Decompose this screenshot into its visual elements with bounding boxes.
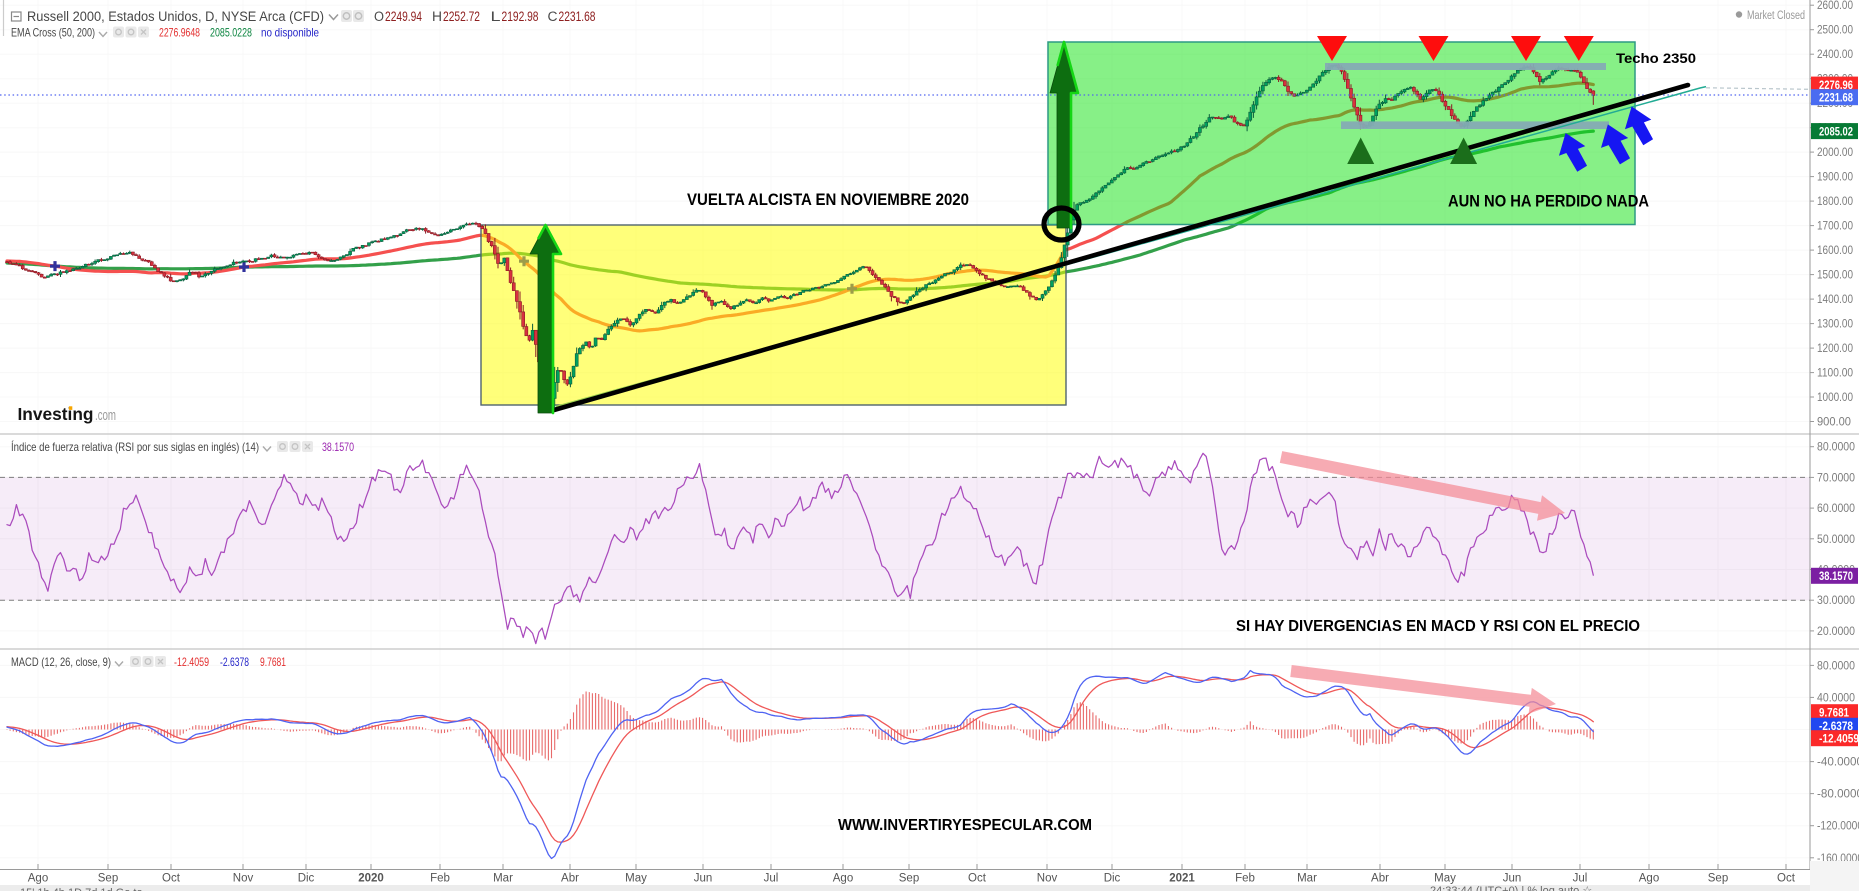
svg-text:24:33:44 (UTC+0) | % log: 24:33:44 (UTC+0) | % log auto ☆ <box>1430 885 1592 891</box>
svg-text:2249.94: 2249.94 <box>385 9 422 24</box>
svg-text:80.0000: 80.0000 <box>1817 442 1855 454</box>
svg-text:2252.72: 2252.72 <box>443 9 480 24</box>
svg-text:Jun: Jun <box>694 873 713 885</box>
svg-text:1400.00: 1400.00 <box>1817 294 1853 306</box>
svg-text:30.0000: 30.0000 <box>1817 595 1855 607</box>
svg-text:-12.4059: -12.4059 <box>1819 731 1859 745</box>
svg-text:1000.00: 1000.00 <box>1817 392 1853 404</box>
svg-text:Market Closed: Market Closed <box>1747 10 1805 22</box>
svg-text:May: May <box>1434 873 1456 885</box>
svg-text:2276.9648: 2276.9648 <box>159 26 200 40</box>
svg-text:1900.00: 1900.00 <box>1817 172 1853 184</box>
svg-text:900.00: 900.00 <box>1817 417 1851 429</box>
svg-text:May: May <box>625 873 647 885</box>
svg-text:2085.02: 2085.02 <box>1819 124 1853 138</box>
svg-text:C: C <box>548 9 558 24</box>
svg-text:1600.00: 1600.00 <box>1817 245 1853 257</box>
svg-text:38.1570: 38.1570 <box>1819 569 1853 583</box>
svg-text:2000.00: 2000.00 <box>1817 147 1853 159</box>
svg-text:Mar: Mar <box>493 873 513 885</box>
svg-text:Ago: Ago <box>28 873 48 885</box>
svg-text:1300.00: 1300.00 <box>1817 319 1853 331</box>
svg-text:15' 1h 4h 1D 7d 1d: 15' 1h 4h 1D 7d 1d Go to... <box>20 887 152 891</box>
svg-text:2231.68: 2231.68 <box>559 9 596 24</box>
svg-text:1800.00: 1800.00 <box>1817 196 1853 208</box>
svg-text:38.1570: 38.1570 <box>322 440 354 454</box>
svg-text:-2.6378: -2.6378 <box>220 655 249 669</box>
svg-text:2276.96: 2276.96 <box>1819 78 1853 92</box>
svg-text:Russell 2000, Estados Unidos,: Russell 2000, Estados Unidos, D, NYSE Ar… <box>27 9 324 24</box>
svg-text:2400.00: 2400.00 <box>1817 49 1853 61</box>
svg-text:Oct: Oct <box>162 873 181 885</box>
svg-text:-80.0000: -80.0000 <box>1817 789 1859 801</box>
svg-text:Jun: Jun <box>1503 873 1522 885</box>
svg-text:Oct: Oct <box>968 873 987 885</box>
svg-text:40.0000: 40.0000 <box>1817 692 1855 704</box>
svg-text:Jul: Jul <box>764 873 779 885</box>
svg-text:Dic: Dic <box>298 873 315 885</box>
svg-text:Mar: Mar <box>1297 873 1317 885</box>
svg-text:60.0000: 60.0000 <box>1817 503 1855 515</box>
svg-text:Ago: Ago <box>1639 873 1659 885</box>
svg-text:50.0000: 50.0000 <box>1817 534 1855 546</box>
svg-text:Feb: Feb <box>430 873 450 885</box>
svg-text:Nov: Nov <box>233 873 254 885</box>
svg-text:WWW.INVERTIRYESPECULAR.COM: WWW.INVERTIRYESPECULAR.COM <box>838 817 1092 834</box>
svg-text:70.0000: 70.0000 <box>1817 472 1855 484</box>
svg-text:O: O <box>374 9 384 24</box>
svg-text:9.7681: 9.7681 <box>260 655 286 669</box>
svg-text:.com: .com <box>95 407 116 424</box>
svg-text:Sep: Sep <box>899 873 919 885</box>
svg-text:-120.0000: -120.0000 <box>1817 821 1859 833</box>
svg-text:2600.00: 2600.00 <box>1817 0 1853 12</box>
svg-text:EMA Cross (50, 200): EMA Cross (50, 200) <box>11 26 95 40</box>
svg-text:VUELTA ALCISTA EN NOVIEMBRE 20: VUELTA ALCISTA EN NOVIEMBRE 2020 <box>687 190 969 209</box>
svg-text:2020: 2020 <box>358 873 384 885</box>
svg-text:SI HAY DIVERGENCIAS EN MACD Y: SI HAY DIVERGENCIAS EN MACD Y RSI CON EL… <box>1236 618 1640 635</box>
svg-text:Investing: Investing <box>18 404 94 424</box>
svg-text:1200.00: 1200.00 <box>1817 343 1853 355</box>
svg-text:1100.00: 1100.00 <box>1817 368 1853 380</box>
svg-text:Abr: Abr <box>561 873 579 885</box>
svg-text:Ago: Ago <box>833 873 853 885</box>
svg-text:L: L <box>491 9 502 24</box>
svg-text:Jul: Jul <box>1573 873 1588 885</box>
svg-text:Sep: Sep <box>1708 873 1728 885</box>
svg-text:Techo 2350: Techo 2350 <box>1616 50 1696 66</box>
svg-text:-40.0000: -40.0000 <box>1817 757 1859 769</box>
svg-text:1700.00: 1700.00 <box>1817 221 1853 233</box>
svg-text:2500.00: 2500.00 <box>1817 25 1853 37</box>
svg-text:2231.68: 2231.68 <box>1819 90 1853 104</box>
svg-text:Feb: Feb <box>1235 873 1255 885</box>
svg-text:Abr: Abr <box>1371 873 1389 885</box>
svg-text:Sep: Sep <box>98 873 118 885</box>
svg-text:Índice de fuerza relativa (RSI: Índice de fuerza relativa (RSI por sus s… <box>11 439 259 454</box>
svg-text:80.0000: 80.0000 <box>1817 660 1855 672</box>
svg-text:Dic: Dic <box>1104 873 1121 885</box>
svg-text:2085.0228: 2085.0228 <box>210 26 252 40</box>
svg-text:Oct: Oct <box>1777 873 1796 885</box>
svg-text:H: H <box>432 9 442 24</box>
svg-text:1500.00: 1500.00 <box>1817 270 1853 282</box>
svg-text:-12.4059: -12.4059 <box>174 655 209 669</box>
svg-text:2021: 2021 <box>1169 873 1195 885</box>
svg-text:AUN NO HA PERDIDO NADA: AUN NO HA PERDIDO NADA <box>1448 192 1649 211</box>
svg-text:no disponible: no disponible <box>261 26 319 40</box>
svg-text:9.7681: 9.7681 <box>1819 705 1849 719</box>
svg-text:20.0000: 20.0000 <box>1817 626 1855 638</box>
svg-text:Nov: Nov <box>1037 873 1058 885</box>
svg-text:2192.98: 2192.98 <box>502 9 539 24</box>
svg-text:-2.6378: -2.6378 <box>1819 719 1853 733</box>
svg-text:MACD (12, 26, close, 9): MACD (12, 26, close, 9) <box>11 655 111 669</box>
